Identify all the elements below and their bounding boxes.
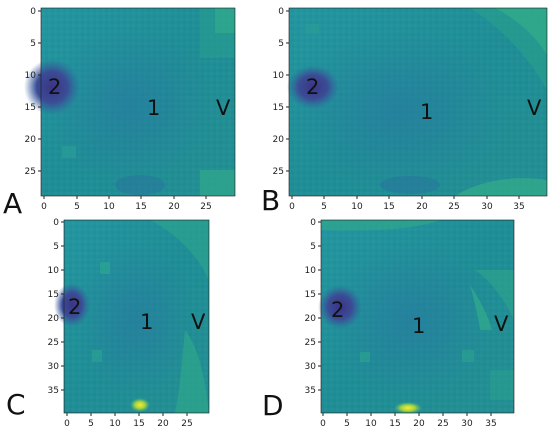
x-tick-label: 10 <box>109 419 121 429</box>
heatmap-d <box>318 219 515 414</box>
y-tick-label: 10 <box>305 266 317 276</box>
x-tick-label: 25 <box>181 419 192 429</box>
marker-1-d: 1 <box>412 314 425 338</box>
x-tick-label: 15 <box>133 419 144 429</box>
x-tick-label: 20 <box>168 202 180 212</box>
x-ticks-d: 0 5 10 15 20 25 30 35 <box>320 413 497 429</box>
y-tick-label: 0 <box>53 218 59 228</box>
marker-v-d: V <box>494 312 509 336</box>
x-tick-label: 20 <box>157 419 169 429</box>
y-tick-label: 5 <box>278 39 284 49</box>
x-tick-label: 5 <box>74 202 80 212</box>
x-tick-label: 15 <box>389 419 400 429</box>
marker-2-a: 2 <box>48 75 61 99</box>
marker-2-c: 2 <box>68 295 81 319</box>
x-tick-label: 0 <box>289 202 295 212</box>
y-tick-label: 0 <box>310 218 316 228</box>
y-tick-label: 25 <box>48 338 59 348</box>
y-tick-label: 30 <box>305 362 317 372</box>
y-tick-label: 15 <box>305 290 316 300</box>
y-tick-label: 10 <box>48 266 60 276</box>
panel-letter-d: D <box>262 389 284 422</box>
x-tick-label: 0 <box>64 419 70 429</box>
marker-1-a: 1 <box>147 96 160 120</box>
marker-2-b: 2 <box>306 75 319 99</box>
y-tick-label: 20 <box>305 314 317 324</box>
y-tick-label: 25 <box>25 167 36 177</box>
marker-1-b: 1 <box>420 100 433 124</box>
panel-letter-b: B <box>261 184 280 217</box>
panel-letter-c: C <box>6 388 26 421</box>
x-tick-label: 10 <box>365 419 377 429</box>
x-tick-label: 35 <box>513 202 524 212</box>
marker-v-c: V <box>191 310 206 334</box>
panel-a: 2 1 V A 0 5 10 15 20 25 0 5 10 <box>3 7 236 220</box>
y-tick-label: 10 <box>25 71 37 81</box>
y-tick-label: 30 <box>48 362 60 372</box>
y-tick-label: 35 <box>305 386 316 396</box>
x-tick-label: 25 <box>448 202 459 212</box>
heatmap-c <box>54 219 210 414</box>
x-ticks-a: 0 5 10 15 20 25 <box>41 196 212 212</box>
y-tick-label: 0 <box>30 7 36 17</box>
panel-d: 2 1 V D 0 5 10 15 20 25 30 35 <box>262 218 515 429</box>
x-tick-label: 30 <box>461 419 473 429</box>
x-ticks-c: 0 5 10 15 20 25 <box>64 413 193 429</box>
y-ticks-c: 0 5 10 15 20 25 30 35 <box>48 218 64 396</box>
x-ticks-b: 0 5 10 15 20 25 30 35 <box>289 196 525 212</box>
x-tick-label: 5 <box>88 419 94 429</box>
heatmap-b <box>287 7 548 197</box>
y-ticks-a: 0 5 10 15 20 25 <box>25 7 41 177</box>
y-tick-label: 20 <box>273 135 285 145</box>
y-tick-label: 15 <box>25 103 36 113</box>
y-ticks-b: 0 5 10 15 20 25 <box>273 7 289 177</box>
y-tick-label: 15 <box>48 290 59 300</box>
marker-1-c: 1 <box>140 310 153 334</box>
marker-2-d: 2 <box>331 298 344 322</box>
marker-v-b: V <box>527 96 542 120</box>
heatmap-a <box>24 7 236 197</box>
x-tick-label: 25 <box>200 202 211 212</box>
y-tick-label: 5 <box>310 242 316 252</box>
x-tick-label: 5 <box>344 419 350 429</box>
x-tick-label: 15 <box>383 202 394 212</box>
y-tick-label: 10 <box>273 71 285 81</box>
y-tick-label: 35 <box>48 386 59 396</box>
x-tick-label: 20 <box>416 202 428 212</box>
x-tick-label: 15 <box>135 202 146 212</box>
y-tick-label: 25 <box>273 167 284 177</box>
y-tick-label: 5 <box>53 242 59 252</box>
y-tick-label: 20 <box>48 314 60 324</box>
x-tick-label: 5 <box>321 202 327 212</box>
y-tick-label: 0 <box>278 7 284 17</box>
x-tick-label: 35 <box>485 419 496 429</box>
x-tick-label: 10 <box>351 202 363 212</box>
panel-letter-a: A <box>3 187 22 220</box>
marker-v-a: V <box>216 96 231 120</box>
panel-c: 2 1 V C 0 5 10 15 20 25 0 5 <box>6 218 210 429</box>
y-tick-label: 20 <box>25 135 37 145</box>
x-tick-label: 0 <box>41 202 47 212</box>
x-tick-label: 20 <box>413 419 425 429</box>
y-ticks-d: 0 5 10 15 20 25 30 35 <box>305 218 321 396</box>
y-tick-label: 25 <box>305 338 316 348</box>
y-tick-label: 15 <box>273 103 284 113</box>
x-tick-label: 10 <box>103 202 115 212</box>
y-tick-label: 5 <box>30 39 36 49</box>
panel-b: 2 1 V B 0 5 10 15 20 25 30 35 <box>261 7 548 217</box>
x-tick-label: 30 <box>481 202 493 212</box>
x-tick-label: 0 <box>320 419 326 429</box>
x-tick-label: 25 <box>437 419 448 429</box>
